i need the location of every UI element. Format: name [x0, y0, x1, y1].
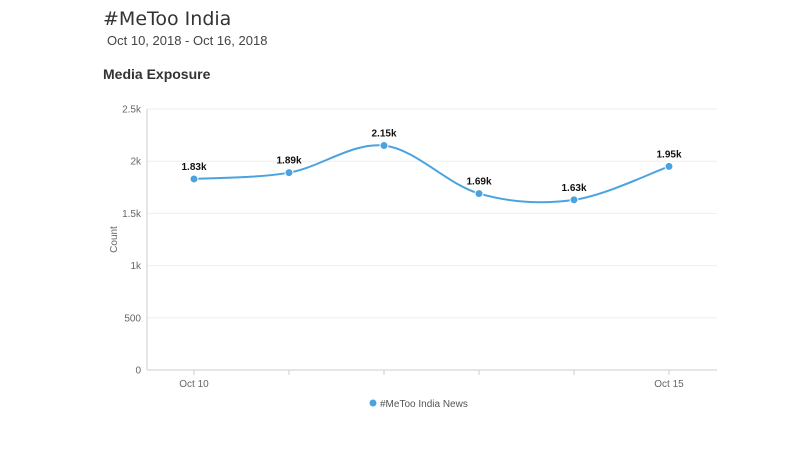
data-label: 1.95k — [656, 149, 681, 160]
data-point — [569, 195, 579, 205]
y-tick-label: 1.5k — [122, 209, 142, 220]
legend-marker — [369, 399, 377, 407]
data-labels: 1.83k 1.89k 2.15k 1.69k 1.63k 1.95k — [181, 129, 681, 194]
y-tick-label: 0 — [135, 366, 141, 377]
grid-lines — [147, 108, 717, 371]
y-tick-label: 500 — [124, 313, 141, 324]
page-title: #MeToo India — [103, 8, 232, 30]
axes: 0 500 1k 1.5k 2k 2.5k Oct 10 Oct 15 Count — [109, 105, 717, 390]
x-tick-label: Oct 10 — [179, 379, 209, 390]
legend-label[interactable]: #MeToo India News — [380, 399, 468, 410]
series-line — [193, 144, 670, 204]
legend[interactable]: #MeToo India News — [369, 399, 468, 410]
data-label: 1.63k — [561, 183, 586, 194]
data-point — [379, 141, 389, 151]
data-point — [474, 189, 484, 199]
data-label: 1.69k — [466, 177, 491, 188]
data-label: 2.15k — [371, 129, 396, 140]
data-point — [664, 161, 674, 171]
x-tick-label: Oct 15 — [654, 379, 684, 390]
y-axis-title: Count — [109, 226, 120, 253]
data-point — [284, 168, 294, 178]
y-tick-label: 2k — [130, 157, 142, 168]
y-tick-label: 1k — [130, 261, 142, 272]
date-range: Oct 10, 2018 - Oct 16, 2018 — [107, 33, 268, 48]
data-label: 1.83k — [181, 162, 206, 173]
section-title: Media Exposure — [103, 66, 211, 82]
y-tick-label: 2.5k — [122, 105, 142, 116]
series-layer — [189, 141, 674, 205]
data-label: 1.89k — [276, 156, 301, 167]
data-point — [189, 174, 199, 184]
